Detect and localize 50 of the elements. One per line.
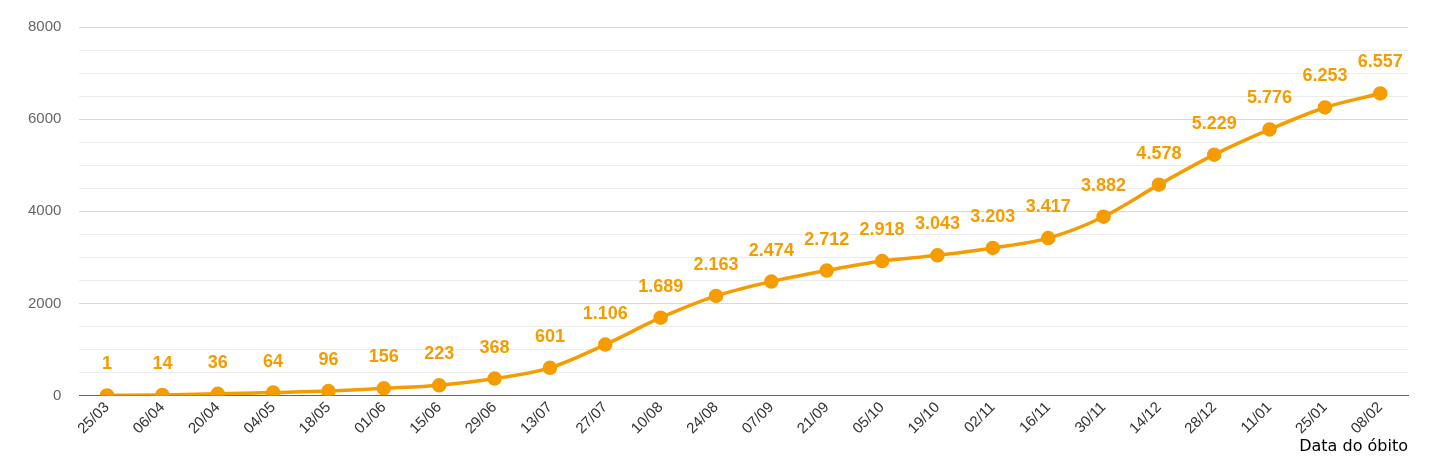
data-label: 6.253 (1302, 65, 1348, 86)
point (431, 378, 447, 393)
data-label: 1.106 (582, 302, 628, 323)
point (1151, 177, 1167, 192)
point (653, 310, 668, 325)
point (376, 381, 392, 396)
point (874, 253, 890, 269)
data-label: 5.776 (1247, 87, 1293, 108)
data-label: 2.163 (693, 253, 739, 274)
data-label: 5.229 (1191, 112, 1237, 133)
point (1262, 122, 1277, 137)
point (1096, 209, 1111, 224)
data-label: 6.557 (1357, 51, 1403, 72)
data-label: 156 (368, 346, 399, 367)
point (487, 371, 502, 386)
data-label: 3.882 (1081, 174, 1127, 195)
data-label: 96 (318, 349, 339, 370)
y-tick-label: 6000 (27, 109, 62, 127)
point (708, 288, 724, 304)
y-tick-label: 8000 (27, 17, 62, 35)
data-label: 1.689 (638, 275, 684, 296)
point (321, 383, 336, 396)
point (819, 263, 834, 278)
data-label: 368 (479, 336, 510, 357)
data-label: 36 (207, 351, 228, 372)
data-label: 2.918 (859, 219, 905, 240)
y-tick-label: 2000 (27, 293, 62, 311)
x-axis-title: Data do óbito (1299, 435, 1408, 455)
point (985, 240, 1001, 256)
y-tick-label: 0 (53, 385, 62, 403)
point (1040, 230, 1056, 246)
data-label: 1 (102, 353, 113, 374)
data-label: 2.474 (748, 239, 794, 260)
data-label: 3.417 (1025, 196, 1071, 217)
data-label: 601 (534, 325, 565, 346)
data-label: 3.203 (970, 205, 1016, 226)
point (1317, 100, 1333, 115)
point (542, 360, 558, 376)
data-label: 64 (263, 350, 284, 371)
data-label: 2.712 (804, 228, 850, 249)
y-tick-label: 4000 (27, 201, 62, 219)
data-label: 4.578 (1136, 142, 1182, 163)
point (930, 248, 945, 263)
point (598, 337, 613, 352)
point (764, 274, 779, 289)
data-label: 3.043 (914, 213, 960, 234)
data-label: 223 (424, 343, 455, 364)
point (1373, 86, 1388, 101)
point (1206, 147, 1222, 162)
data-label: 14 (152, 352, 173, 373)
